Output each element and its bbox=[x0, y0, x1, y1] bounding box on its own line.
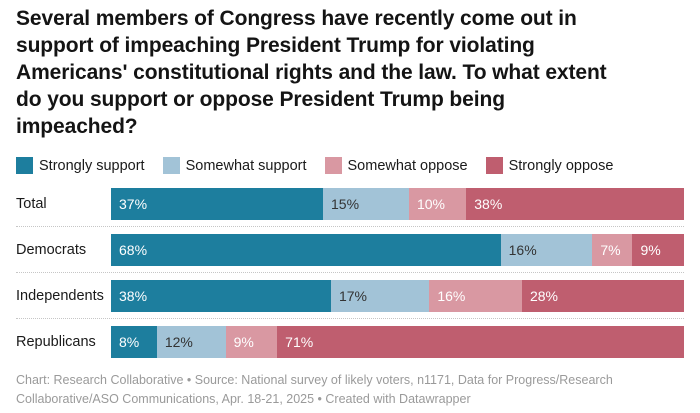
value-label: 68% bbox=[119, 242, 148, 258]
bar-row: Democrats 68% 16% 7% 9% bbox=[16, 234, 684, 266]
category-label: Total bbox=[16, 196, 47, 212]
chart-title-line: impeached? bbox=[16, 115, 138, 138]
value-label: 12% bbox=[164, 334, 193, 350]
chart-title-line: support of impeaching President Trump fo… bbox=[16, 34, 535, 57]
bar-segment: 8% bbox=[111, 326, 157, 358]
bar-segment: 9% bbox=[225, 326, 278, 358]
category-label: Independents bbox=[16, 288, 104, 304]
legend-label: Somewhat oppose bbox=[347, 157, 468, 174]
chart-title-line: Several members of Congress have recentl… bbox=[16, 7, 577, 30]
value-label: 71% bbox=[285, 334, 314, 350]
legend-swatch bbox=[16, 157, 33, 174]
row-separator bbox=[16, 318, 684, 319]
bar-segment: 10% bbox=[408, 188, 467, 220]
legend-swatch bbox=[162, 157, 180, 174]
row-separator bbox=[16, 226, 684, 227]
legend-swatch bbox=[485, 157, 503, 174]
row-separator bbox=[16, 272, 684, 273]
legend-item: Somewhat oppose bbox=[324, 157, 468, 174]
bar-segment: 28% bbox=[521, 280, 684, 312]
bar-segment: 15% bbox=[323, 188, 409, 220]
bar-segment: 16% bbox=[429, 280, 522, 312]
bar-segment: 17% bbox=[330, 280, 430, 312]
value-label: 16% bbox=[437, 288, 466, 304]
category-label: Republicans bbox=[16, 334, 96, 350]
bar-segment: 7% bbox=[592, 234, 633, 266]
bar-row: Republicans 8% 12% 9% 71% bbox=[16, 326, 684, 358]
chart-title-line: Americans' constitutional rights and the… bbox=[16, 61, 607, 84]
legend: Strongly support Somewhat support Somewhat… bbox=[16, 157, 684, 174]
legend-item: Strongly oppose bbox=[485, 157, 614, 174]
value-label: 8% bbox=[119, 334, 140, 350]
bar-segment: 68% bbox=[111, 234, 501, 266]
value-label: 38% bbox=[474, 196, 503, 212]
bar-segment: 12% bbox=[156, 326, 226, 358]
bar-segment: 38% bbox=[466, 188, 684, 220]
bar-row: Independents 38% 17% 16% 28% bbox=[16, 280, 684, 312]
stacked-bar: 8% 12% 9% 71% bbox=[111, 326, 684, 358]
stacked-bar: 37% 15% 10% 38% bbox=[111, 188, 684, 220]
value-label: 7% bbox=[600, 242, 621, 258]
chart-container: Several members of Congress have recentl… bbox=[0, 5, 700, 409]
chart-title-line: do you support or oppose President Trump… bbox=[16, 88, 505, 111]
value-label: 10% bbox=[416, 196, 445, 212]
legend-label: Somewhat support bbox=[185, 157, 307, 174]
value-label: 9% bbox=[640, 242, 661, 258]
bar-segment: 16% bbox=[500, 234, 593, 266]
legend-label: Strongly support bbox=[39, 157, 145, 174]
value-label: 15% bbox=[331, 196, 360, 212]
legend-label: Strongly oppose bbox=[508, 157, 614, 174]
bar-segment: 37% bbox=[111, 188, 324, 220]
bar-segment: 38% bbox=[111, 280, 331, 312]
stacked-bar: 68% 16% 7% 9% bbox=[111, 234, 684, 266]
category-label: Democrats bbox=[16, 242, 87, 258]
chart-footer: Chart: Research Collaborative • Source: … bbox=[16, 371, 684, 409]
chart-footer-line: Collaborative/ASO Communications, Apr. 1… bbox=[16, 392, 471, 406]
chart-title: Several members of Congress have recentl… bbox=[16, 5, 684, 140]
legend-swatch bbox=[324, 157, 342, 174]
stacked-bar: 38% 17% 16% 28% bbox=[111, 280, 684, 312]
value-label: 37% bbox=[119, 196, 148, 212]
value-label: 28% bbox=[529, 288, 558, 304]
value-label: 16% bbox=[508, 242, 537, 258]
bar-row: Total 37% 15% 10% 38% bbox=[16, 188, 684, 220]
legend-item: Somewhat support bbox=[162, 157, 307, 174]
value-label: 9% bbox=[233, 334, 254, 350]
value-label: 38% bbox=[119, 288, 148, 304]
chart-footer-line: Chart: Research Collaborative • Source: … bbox=[16, 373, 613, 387]
bar-segment: 9% bbox=[632, 234, 684, 266]
bar-segment: 71% bbox=[277, 326, 684, 358]
legend-item: Strongly support bbox=[16, 157, 145, 174]
bar-chart: Total 37% 15% 10% 38% Democrats 68% 16% 7% 9% Inde… bbox=[16, 188, 684, 358]
value-label: 17% bbox=[338, 288, 367, 304]
